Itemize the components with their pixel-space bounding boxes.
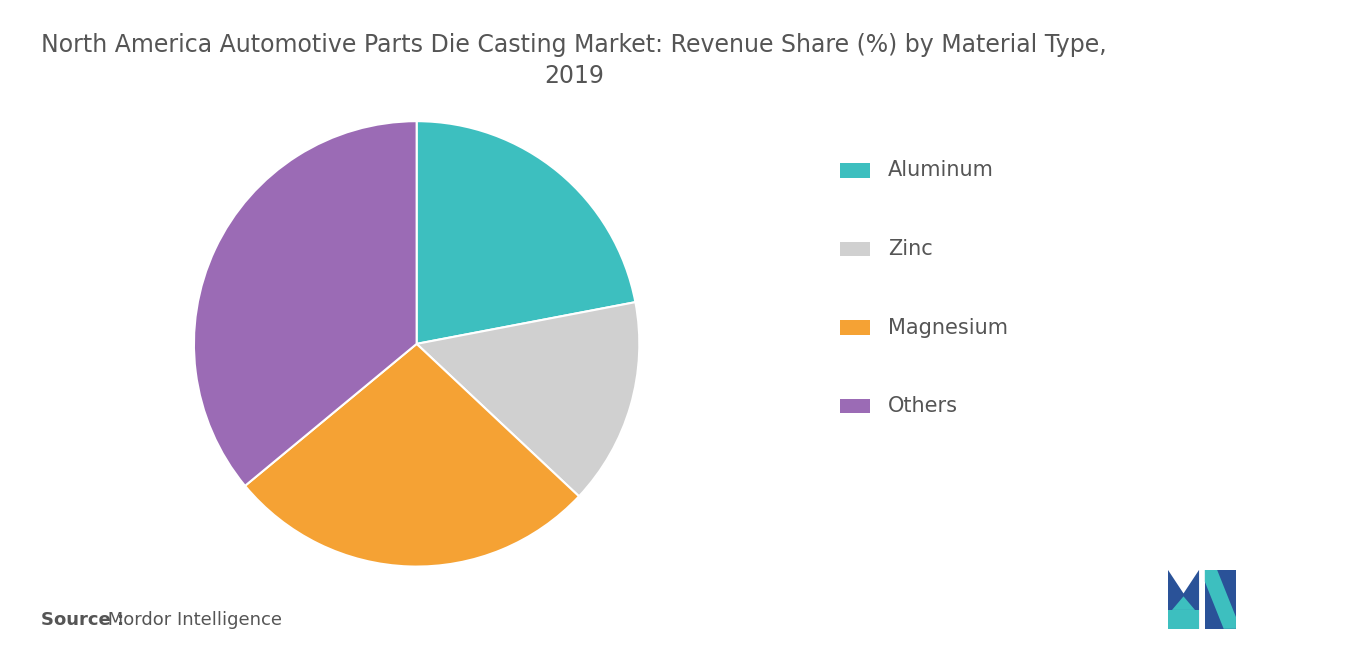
Text: North America Automotive Parts Die Casting Market: Revenue Share (%) by Material: North America Automotive Parts Die Casti… (41, 33, 1106, 88)
Polygon shape (1205, 570, 1236, 629)
Polygon shape (1205, 570, 1236, 629)
Text: Aluminum: Aluminum (888, 160, 994, 180)
Text: Others: Others (888, 396, 958, 416)
Text: Mordor Intelligence: Mordor Intelligence (102, 611, 283, 629)
Text: Zinc: Zinc (888, 239, 933, 259)
Wedge shape (245, 344, 579, 567)
Text: Source :: Source : (41, 611, 124, 629)
Wedge shape (194, 121, 417, 486)
Polygon shape (1168, 610, 1199, 629)
Wedge shape (417, 302, 639, 496)
Wedge shape (417, 121, 635, 344)
Text: Magnesium: Magnesium (888, 318, 1008, 337)
Polygon shape (1168, 570, 1199, 629)
Polygon shape (1172, 596, 1195, 610)
